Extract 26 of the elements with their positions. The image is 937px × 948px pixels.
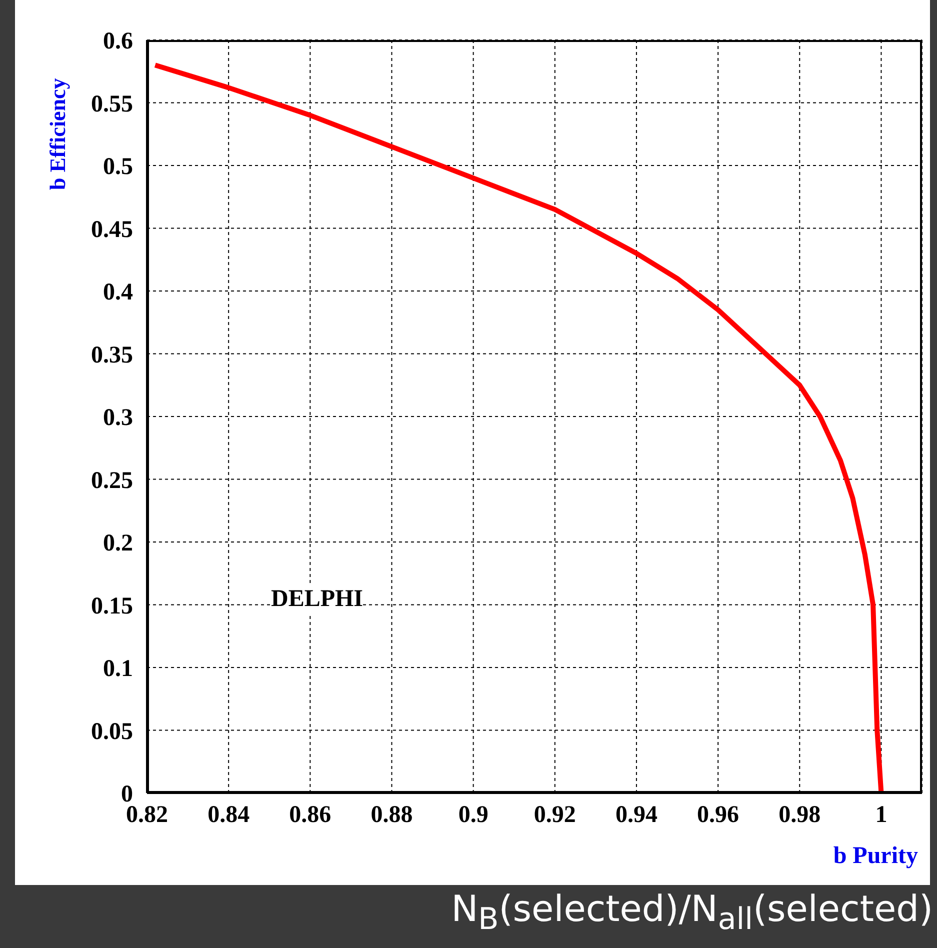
y-axis-title: b Efficiency bbox=[45, 78, 71, 190]
y-tick-label: 0.5 bbox=[103, 154, 133, 180]
x-tick-label: 0.9 bbox=[458, 802, 488, 828]
annotation: DELPHI bbox=[271, 586, 364, 613]
x-tick-label: 0.96 bbox=[697, 802, 740, 828]
y-tick-label: 0.2 bbox=[103, 530, 133, 557]
x-tick-label: 1 bbox=[875, 802, 888, 828]
x-tick-label: 0.92 bbox=[534, 802, 576, 828]
y-tick-label: 0.1 bbox=[103, 656, 133, 682]
y-tick-label: 0.45 bbox=[91, 216, 133, 243]
y-tick-label: 0.15 bbox=[91, 593, 133, 620]
y-tick-label: 0.6 bbox=[103, 28, 133, 55]
x-tick-label: 0.98 bbox=[778, 802, 821, 828]
x-tick-label: 0.82 bbox=[126, 802, 168, 828]
text: N$_{B}$(selected)/N$_{all}$(selected) bbox=[451, 889, 933, 938]
x-tick-label: 0.94 bbox=[615, 802, 658, 828]
y-tick-label: 0.25 bbox=[91, 468, 133, 494]
x-axis-title: b Purity bbox=[833, 843, 918, 870]
x-tick-label: 0.86 bbox=[289, 802, 332, 828]
x-tick-label: 0.84 bbox=[208, 802, 250, 828]
x-tick-label: 0.88 bbox=[370, 802, 413, 828]
y-tick-label: 0.3 bbox=[103, 405, 133, 432]
y-tick-label: 0.35 bbox=[91, 342, 133, 368]
y-tick-label: 0.4 bbox=[103, 280, 133, 306]
y-tick-label: 0.05 bbox=[91, 718, 133, 745]
y-tick-label: 0.55 bbox=[91, 91, 133, 118]
